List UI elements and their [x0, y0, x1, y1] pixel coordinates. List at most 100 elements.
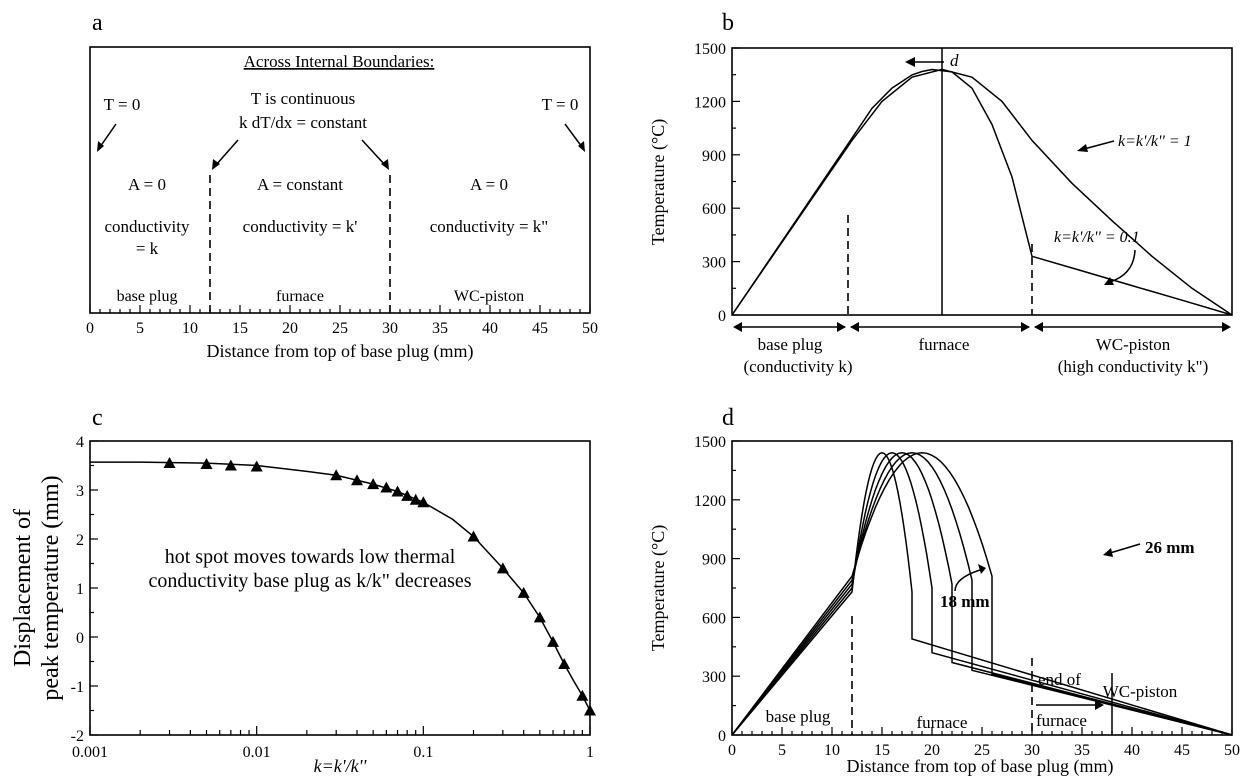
y-tick-label: 0	[718, 728, 726, 745]
series-line-26mm	[731, 452, 1233, 736]
x-tick-label: 50	[1224, 742, 1240, 759]
arrow-label-18mm	[954, 569, 981, 592]
panel-a: 0 5 10 15 20 25 30 35 40 45 50 Across Internal Bou…	[86, 46, 598, 362]
y-tick-label: 2	[76, 532, 84, 549]
y-tick-label: 1200	[694, 493, 726, 510]
panel-a-furn-c: conductivity = k'	[243, 217, 358, 236]
series-line-k-ratio-1	[731, 68, 1233, 316]
panel-a-xlabel: Distance from top of base plug (mm)	[207, 341, 474, 362]
panel-b-region-piston2: (high conductivity k")	[1058, 357, 1208, 376]
x-tick-label: 5	[778, 742, 786, 759]
panel-d-region-piston: WC-piston	[1103, 682, 1178, 701]
panel-a-plug-c1: conductivity	[105, 217, 190, 236]
arrow-t-left	[99, 123, 117, 148]
x-tick-label: 45	[1174, 742, 1190, 759]
y-tick-label: 0	[76, 630, 84, 647]
panel-a-header: Across Internal Boundaries:	[244, 52, 435, 71]
panel-a-plug-c2: = k	[136, 239, 159, 258]
x-tick-label: 10	[824, 742, 840, 759]
panel-b-label-k01: k=k'/k'' = 0.1	[1054, 229, 1140, 246]
data-point-triangle	[401, 489, 414, 501]
arrow-label-k01	[1109, 249, 1136, 283]
panel-a-cont1: T is continuous	[251, 89, 356, 108]
label-26mm: 26 mm	[1145, 538, 1195, 557]
region-arrowhead-plug-right	[837, 322, 846, 332]
label-18mm: 18 mm	[940, 592, 990, 611]
y-tick-label: 900	[702, 148, 726, 165]
y-tick-label: 1500	[694, 41, 726, 58]
x-tick-label: 20	[282, 320, 298, 337]
panel-d-region-end1: end of	[1038, 670, 1081, 689]
data-point-triangle	[330, 469, 343, 481]
region-arrowhead-furnace-right	[1021, 322, 1030, 332]
arrowhead-t-left	[97, 141, 104, 152]
y-tick-label: 1200	[694, 94, 726, 111]
x-tick-label: 0.1	[413, 744, 433, 761]
region-arrowhead-piston-right	[1222, 322, 1231, 332]
panel-b-label-d: d	[950, 51, 959, 70]
panel-label-b: b	[722, 10, 734, 36]
y-tick-label: 1	[76, 581, 84, 598]
x-tick-label: 0.01	[243, 744, 271, 761]
arrowhead-boundary-right	[381, 159, 389, 170]
region-arrowhead-piston-left	[1034, 322, 1043, 332]
series-line-k-ratio-0.1	[731, 68, 1233, 316]
data-point-triangle	[467, 530, 480, 542]
panel-c-ylabel-line1: Displacement of	[10, 509, 36, 667]
data-point-triangle	[496, 562, 509, 574]
panel-c-note-line2: conductivity base plug as k/k" decreases	[148, 570, 471, 592]
panel-b-region-plug1: base plug	[758, 335, 823, 354]
y-tick-label: 600	[702, 610, 726, 627]
panel-b-label-k1: k=k'/k'' = 1	[1118, 133, 1192, 150]
x-tick-label: 40	[1124, 742, 1140, 759]
panel-label-d: d	[722, 405, 734, 431]
panel-d-xlabel: Distance from top of base plug (mm)	[847, 756, 1114, 776]
arrow-t-right	[564, 123, 583, 148]
panel-a-pist-a: A = 0	[470, 175, 508, 194]
series-line-24mm	[731, 452, 1233, 736]
panel-a-plug-a: A = 0	[128, 175, 166, 194]
y-tick-label: -1	[71, 679, 84, 696]
data-point-triangle	[380, 481, 393, 493]
y-tick-label: 900	[702, 552, 726, 569]
data-point-triangle	[533, 611, 546, 623]
panel-b-region-furnace: furnace	[919, 335, 970, 354]
y-tick-label: 3	[76, 483, 84, 500]
data-point-triangle	[517, 586, 530, 598]
x-tick-label: 15	[874, 742, 890, 759]
panel-a-region-furnace: furnace	[276, 288, 324, 305]
data-point-triangle	[367, 478, 380, 490]
data-point-triangle	[163, 457, 176, 469]
data-point-triangle	[409, 493, 422, 505]
x-tick-label: 1	[586, 744, 594, 761]
x-tick-label: 20	[924, 742, 940, 759]
series-line-20mm	[731, 452, 1233, 736]
panel-c-xlabel: k=k'/k''	[314, 756, 368, 776]
data-point-triangle	[576, 689, 589, 701]
panel-a-pist-c: conductivity = k"	[430, 217, 549, 236]
panel-c: -2 -1 0 1 2 3 4 0.001 0.01 0.1 1 Displacement of p…	[10, 434, 596, 776]
panel-b-region-piston1: WC-piston	[1096, 335, 1171, 354]
y-tick-label: 300	[702, 255, 726, 272]
data-point-triangle	[224, 459, 237, 471]
y-tick-label: 600	[702, 201, 726, 218]
panel-a-t-left: T = 0	[104, 95, 141, 114]
panel-b-ylabel: Temperature (°C)	[648, 119, 669, 245]
panel-d-region-end2: furnace	[1036, 711, 1087, 730]
x-tick-label: 30	[1024, 742, 1040, 759]
data-point-triangle	[200, 458, 213, 470]
arrowhead-label-26mm	[1103, 548, 1113, 557]
arrowhead-label-k1	[1077, 144, 1088, 152]
x-tick-label: 5	[136, 320, 144, 337]
arrowhead-label-k01	[1104, 277, 1114, 285]
arrow-boundary-right	[361, 139, 386, 166]
panel-a-cont2: k dT/dx = constant	[239, 113, 367, 132]
panel-label-c: c	[92, 405, 103, 431]
region-arrowhead-furnace-left	[850, 322, 859, 332]
x-tick-label: 45	[532, 320, 548, 337]
arrowhead-end-of-furnace	[1095, 700, 1104, 710]
panel-a-region-plug: base plug	[117, 288, 178, 305]
y-tick-label: 0	[718, 308, 726, 325]
arrowhead-displacement	[905, 57, 915, 67]
panel-label-a: a	[92, 10, 103, 36]
